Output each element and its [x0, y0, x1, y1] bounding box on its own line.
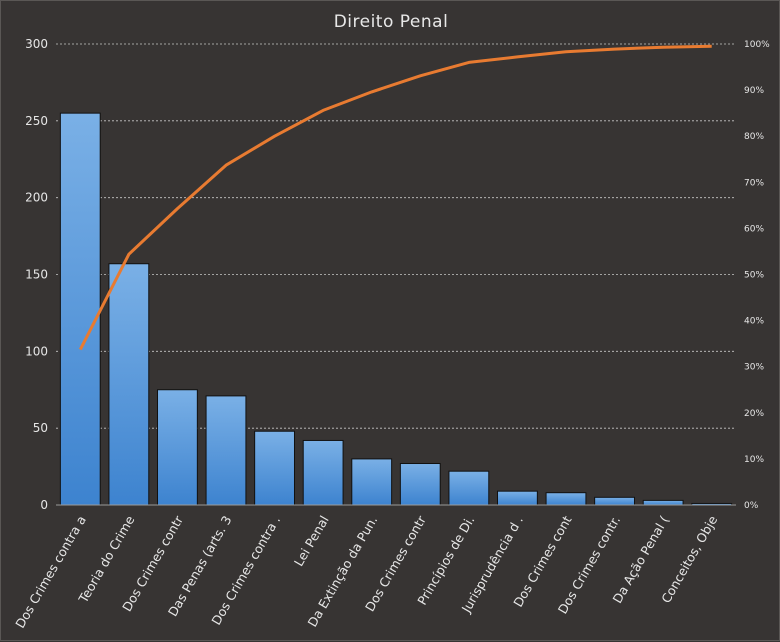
- y2-tick-label: 30%: [744, 363, 764, 373]
- x-tick-label: Lei Penal: [291, 513, 332, 569]
- bar: [108, 263, 150, 506]
- y2-tick-label: 0%: [744, 501, 759, 511]
- bar: [448, 470, 490, 506]
- bar: [302, 439, 344, 506]
- y2-tick-label: 50%: [744, 271, 764, 281]
- bar: [59, 112, 101, 506]
- y2-tick-label: 10%: [744, 455, 764, 465]
- bar: [594, 496, 635, 506]
- y-tick-label: 250: [25, 114, 48, 128]
- y2-tick-label: 100%: [744, 40, 770, 50]
- y2-tick-label: 40%: [744, 317, 764, 327]
- bar: [399, 463, 441, 506]
- y-tick-label: 100: [25, 344, 48, 358]
- y-tick-label: 150: [25, 268, 48, 282]
- y-tick-label: 300: [25, 37, 48, 51]
- y2-tick-label: 60%: [744, 224, 764, 234]
- bar: [545, 492, 587, 506]
- y-tick-label: 0: [40, 498, 48, 512]
- y2-tick-label: 90%: [744, 86, 764, 96]
- cumulative-line: [78, 44, 712, 351]
- chart-title: Direito Penal: [334, 12, 449, 32]
- bar: [351, 458, 393, 506]
- bar: [205, 395, 247, 506]
- y2-tick-label: 80%: [744, 132, 764, 142]
- bar: [254, 430, 295, 506]
- x-tick-label: Dos Crimes contra a: [12, 513, 89, 631]
- bar: [157, 389, 198, 506]
- y2-tick-label: 20%: [744, 409, 764, 419]
- bar: [497, 490, 538, 506]
- y2-tick-label: 70%: [744, 178, 764, 188]
- y-tick-label: 200: [25, 191, 48, 205]
- bar: [642, 499, 684, 506]
- y-tick-label: 50: [33, 421, 48, 435]
